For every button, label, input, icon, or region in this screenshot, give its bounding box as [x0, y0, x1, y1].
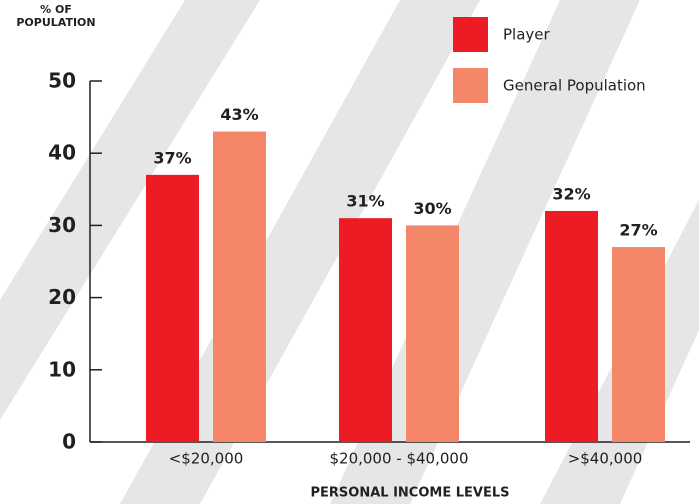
legend-swatch: [453, 17, 488, 52]
bar: [545, 210, 598, 442]
value-label: 32%: [552, 184, 590, 203]
bar: [406, 225, 459, 442]
legend-label: General Population: [503, 77, 646, 95]
y-tick-label: 50: [48, 69, 76, 93]
legend-label: Player: [503, 26, 551, 44]
x-tick-label: <$20,000: [169, 450, 244, 468]
x-tick-label: >$40,000: [568, 450, 643, 468]
value-label: 27%: [619, 221, 657, 240]
x-axis-title: PERSONAL INCOME LEVELS: [311, 486, 510, 501]
y-tick-label: 30: [48, 213, 76, 237]
value-label: 31%: [346, 192, 384, 211]
bar: [612, 247, 665, 442]
bar: [339, 218, 392, 442]
bar: [146, 174, 199, 443]
value-label: 43%: [220, 105, 258, 124]
y-tick-label: 0: [62, 430, 76, 454]
y-tick-label: 20: [48, 285, 76, 309]
value-label: 30%: [413, 199, 451, 218]
value-label: 37%: [153, 148, 191, 167]
bar: [213, 131, 266, 443]
y-tick-label: 10: [48, 357, 76, 381]
legend-swatch: [453, 68, 488, 103]
x-tick-label: $20,000 - $40,000: [329, 450, 468, 468]
y-axis-title: % OF POPULATION: [16, 3, 96, 29]
y-tick-label: 40: [48, 141, 76, 165]
